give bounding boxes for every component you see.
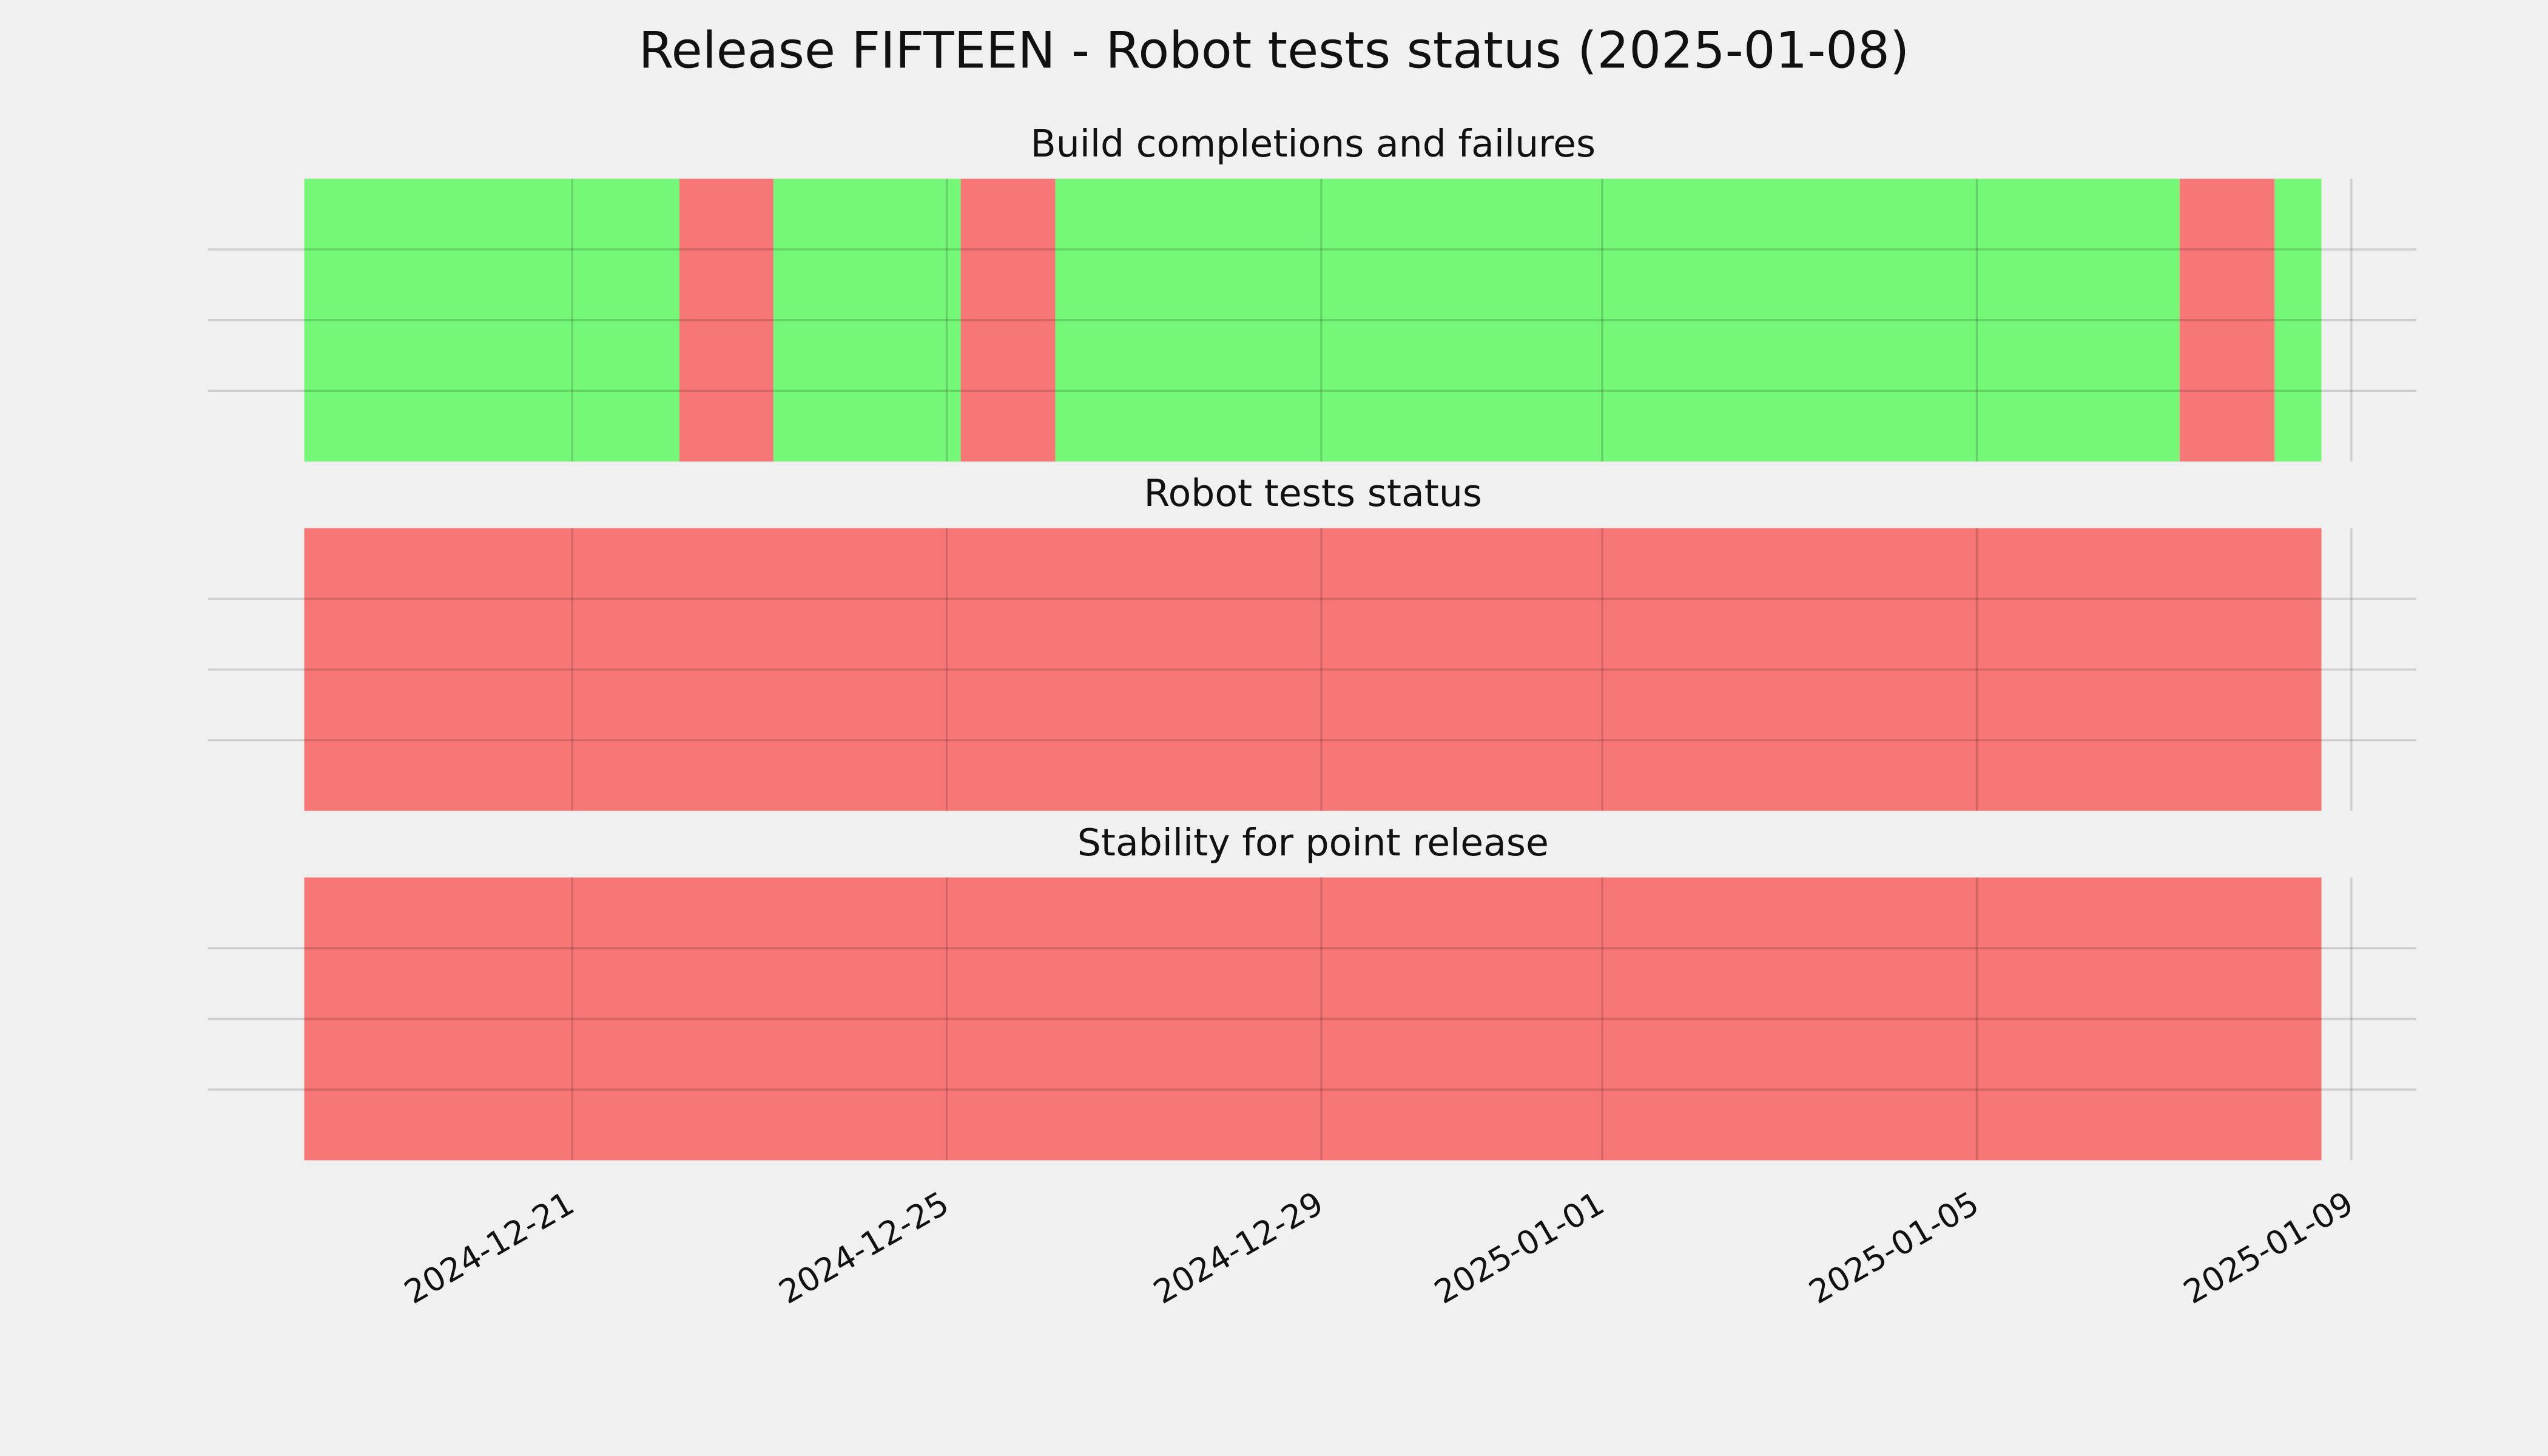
status-span xyxy=(304,877,2322,1161)
status-span xyxy=(2274,178,2322,462)
panel-title: Robot tests status xyxy=(1144,471,1482,515)
status-span xyxy=(773,178,961,462)
figure-title: Release FIFTEEN - Robot tests status (20… xyxy=(639,21,1910,79)
panel-title: Stability for point release xyxy=(1077,821,1549,864)
status-span xyxy=(1055,178,2180,462)
status-span xyxy=(960,178,1056,462)
status-span xyxy=(2179,178,2275,462)
status-span xyxy=(304,178,679,462)
panel-title: Build completions and failures xyxy=(1030,122,1596,166)
status-span xyxy=(679,178,774,462)
status-span xyxy=(304,528,2322,811)
